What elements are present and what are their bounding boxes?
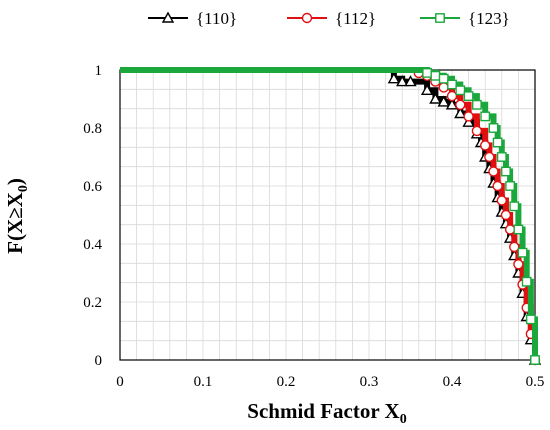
legend-label: {123} — [468, 9, 510, 28]
data-point-square — [422, 67, 432, 78]
data-point-square — [430, 70, 441, 81]
data-point-square — [488, 123, 499, 133]
data-point-circle — [500, 209, 512, 221]
y-axis-label-sub: 0 — [16, 185, 31, 192]
data-point-square — [472, 99, 482, 110]
y-tick-label: 1 — [95, 63, 103, 79]
legend-item-3: {123} — [420, 9, 510, 28]
data-point-square — [496, 152, 507, 162]
series-3 — [120, 67, 540, 365]
data-point-triangle — [396, 75, 409, 87]
data-point-circle — [463, 111, 474, 122]
data-point-circle — [492, 180, 503, 192]
data-point-circle — [509, 241, 520, 253]
y-axis-label: F(X≥X0) — [3, 178, 31, 254]
data-point-square — [447, 79, 457, 90]
legend: {110} {112} {123} — [148, 9, 510, 28]
tick-labels: 0 0.1 0.2 0.3 0.4 0.5 0 0.2 0.4 0.6 0.8 1 — [83, 63, 544, 390]
y-tick-label: 0.2 — [83, 295, 102, 311]
y-axis-label-post: ) — [3, 178, 27, 185]
data-point-square — [492, 137, 503, 148]
data-point-triangle — [161, 11, 175, 23]
data-point-square — [480, 111, 491, 122]
data-point-circle — [455, 99, 466, 111]
data-point-square — [521, 276, 532, 287]
x-axis-label: Schmid Factor X0 — [247, 399, 406, 427]
series — [120, 67, 542, 366]
data-point-triangle — [454, 107, 467, 119]
y-axis-label-pre: F(X≥X — [3, 192, 27, 254]
x-tick-label: 0.1 — [194, 374, 213, 390]
data-point-circle — [446, 90, 458, 102]
data-point-triangle — [462, 115, 475, 127]
data-point-circle — [301, 12, 313, 24]
data-point-square — [463, 91, 474, 102]
x-tick-label: 0.3 — [360, 374, 379, 390]
data-point-square — [525, 314, 536, 325]
legend-item-2: {112} — [287, 9, 376, 28]
data-point-circle — [484, 151, 495, 163]
data-point-circle — [471, 125, 483, 137]
data-point-circle — [504, 224, 516, 235]
legend-label: {110} — [196, 9, 237, 28]
data-point-circle — [513, 259, 524, 270]
legend-item-1: {110} — [148, 9, 237, 28]
x-tick-label: 0.2 — [277, 374, 296, 390]
data-point-triangle — [420, 83, 434, 96]
data-point-triangle — [445, 98, 459, 110]
data-point-circle — [488, 166, 499, 177]
data-point-triangle — [429, 92, 442, 104]
data-point-triangle — [387, 72, 401, 84]
grid — [120, 70, 535, 360]
data-point-circle — [480, 140, 491, 151]
data-point-square — [501, 166, 511, 177]
y-tick-label: 0.4 — [83, 237, 102, 253]
data-point-square — [513, 224, 524, 235]
data-point-triangle — [437, 95, 450, 107]
data-point-square — [509, 201, 520, 212]
x-axis-label-main: Schmid Factor X — [247, 399, 399, 423]
x-tick-label: 0.5 — [526, 374, 545, 390]
data-point-square — [438, 73, 449, 84]
data-point-circle — [496, 195, 507, 206]
data-point-square — [530, 355, 540, 365]
x-tick-label: 0.4 — [443, 374, 462, 390]
y-tick-label: 0.6 — [83, 179, 102, 195]
data-point-square — [505, 181, 515, 191]
x-tick-label: 0 — [116, 374, 124, 390]
data-point-square — [517, 247, 528, 258]
legend-label: {112} — [335, 9, 376, 28]
series-2 — [120, 67, 541, 366]
y-tick-label: 0.8 — [83, 121, 102, 137]
y-tick-label: 0 — [95, 353, 103, 369]
data-point-square — [455, 85, 466, 96]
data-point-square — [435, 13, 445, 23]
data-point-triangle — [404, 75, 417, 87]
data-point-circle — [438, 82, 449, 93]
x-axis-label-sub: 0 — [400, 412, 407, 427]
